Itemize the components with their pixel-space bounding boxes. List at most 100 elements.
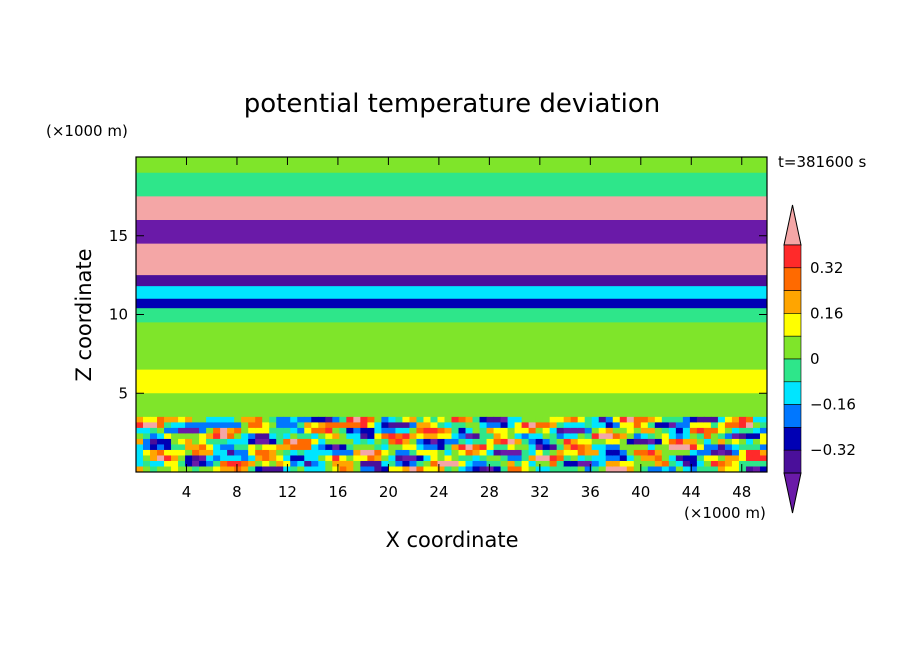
field-cell [213,444,221,451]
field-cell [444,433,453,440]
x-tick-label: 24 [429,483,448,501]
field-cell [339,449,347,457]
field-cell [157,416,165,423]
field-cell [255,455,263,462]
field-cell [374,455,382,462]
field-cell [150,455,158,462]
field-cell [143,444,151,451]
field-cell [332,416,340,423]
field-cell [185,422,193,429]
field-cell [689,438,698,446]
field-cell [752,416,761,423]
field-cell [724,449,733,457]
field-cell [388,438,397,446]
field-cell [486,449,495,457]
field-cell [486,438,495,446]
field-cell [192,455,200,462]
field-cell [199,416,207,423]
field-cell [423,455,432,462]
field-cell [276,455,284,462]
field-cell [269,466,277,472]
field-cell [304,433,312,440]
field-cell [717,455,726,462]
field-cell [675,433,684,440]
field-cell [549,449,558,457]
field-cell [262,455,270,462]
field-cell [661,416,670,423]
field-cell [374,422,382,429]
field-cell [409,433,418,440]
field-cell [311,444,319,451]
field-cell [752,444,761,451]
field-cell [444,438,453,446]
field-cell [290,460,298,468]
field-cell [738,444,747,451]
field-cell [213,449,221,457]
field-cell [171,466,179,472]
field-cell [528,416,537,423]
x-tick-label: 20 [379,483,398,501]
field-cell [304,422,312,429]
field-cell [213,433,221,440]
field-cell [220,427,228,435]
field-cell [745,466,754,472]
field-cell [731,433,740,440]
field-band [136,286,767,300]
field-cell [213,466,221,472]
field-cell [423,449,432,457]
field-cell [556,422,565,429]
field-cell [437,416,446,423]
field-cell [318,416,326,423]
field-cell [136,433,144,440]
field-cell [367,422,375,429]
field-cell [759,466,767,472]
field-cell [640,422,649,429]
field-cell [759,427,767,435]
field-cell [528,427,537,435]
field-cell [416,455,425,462]
field-cell [178,455,186,462]
field-cell [759,455,767,462]
field-cell [759,416,767,423]
field-cell [619,444,628,451]
field-cell [304,449,312,457]
field-cell [318,427,326,435]
field-cell [157,449,165,457]
x-tick-label: 44 [682,483,701,501]
field-cell [500,444,509,451]
field-cell [535,422,544,429]
field-cell [199,433,207,440]
field-cell [465,427,474,435]
field-cell [493,455,502,462]
field-cell [598,455,607,462]
field-cell [374,416,382,423]
field-cell [696,444,705,451]
field-cell [661,433,670,440]
field-cell [682,466,691,472]
field-cell [591,444,600,451]
field-cell [241,427,249,435]
field-cell [472,433,481,440]
field-cell [283,455,291,462]
field-cell [395,455,404,462]
field-cell [542,444,551,451]
field-cell [367,444,375,451]
field-cell [689,427,698,435]
field-cell [311,416,319,423]
field-cell [570,460,579,468]
field-cell [192,427,200,435]
field-cell [283,416,291,423]
field-band [136,308,767,323]
field-cell [374,449,382,457]
field-cell [626,438,635,446]
field-cell [311,455,319,462]
field-cell [717,460,726,468]
field-cell [633,444,642,451]
field-cell [661,449,670,457]
field-cell [304,466,312,472]
field-cell [430,433,439,440]
x-tick-label: 16 [328,483,347,501]
field-cell [325,460,333,468]
field-cell [605,433,614,440]
field-cell [444,460,453,468]
